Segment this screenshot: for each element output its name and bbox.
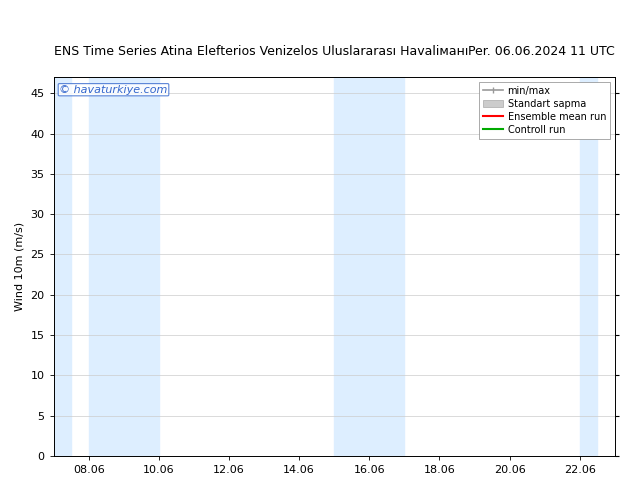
Bar xyxy=(334,77,404,456)
Y-axis label: Wind 10m (m/s): Wind 10m (m/s) xyxy=(15,222,25,311)
Text: ENS Time Series Atina Elefterios Venizelos Uluslararası Havaliманı: ENS Time Series Atina Elefterios Venizel… xyxy=(54,45,468,58)
Legend: min/max, Standart sapma, Ensemble mean run, Controll run: min/max, Standart sapma, Ensemble mean r… xyxy=(479,82,610,139)
Bar xyxy=(579,77,597,456)
Text: Per. 06.06.2024 11 UTC: Per. 06.06.2024 11 UTC xyxy=(468,45,615,58)
Bar xyxy=(54,77,71,456)
Bar xyxy=(89,77,159,456)
Text: © havaturkiye.com: © havaturkiye.com xyxy=(60,85,168,95)
